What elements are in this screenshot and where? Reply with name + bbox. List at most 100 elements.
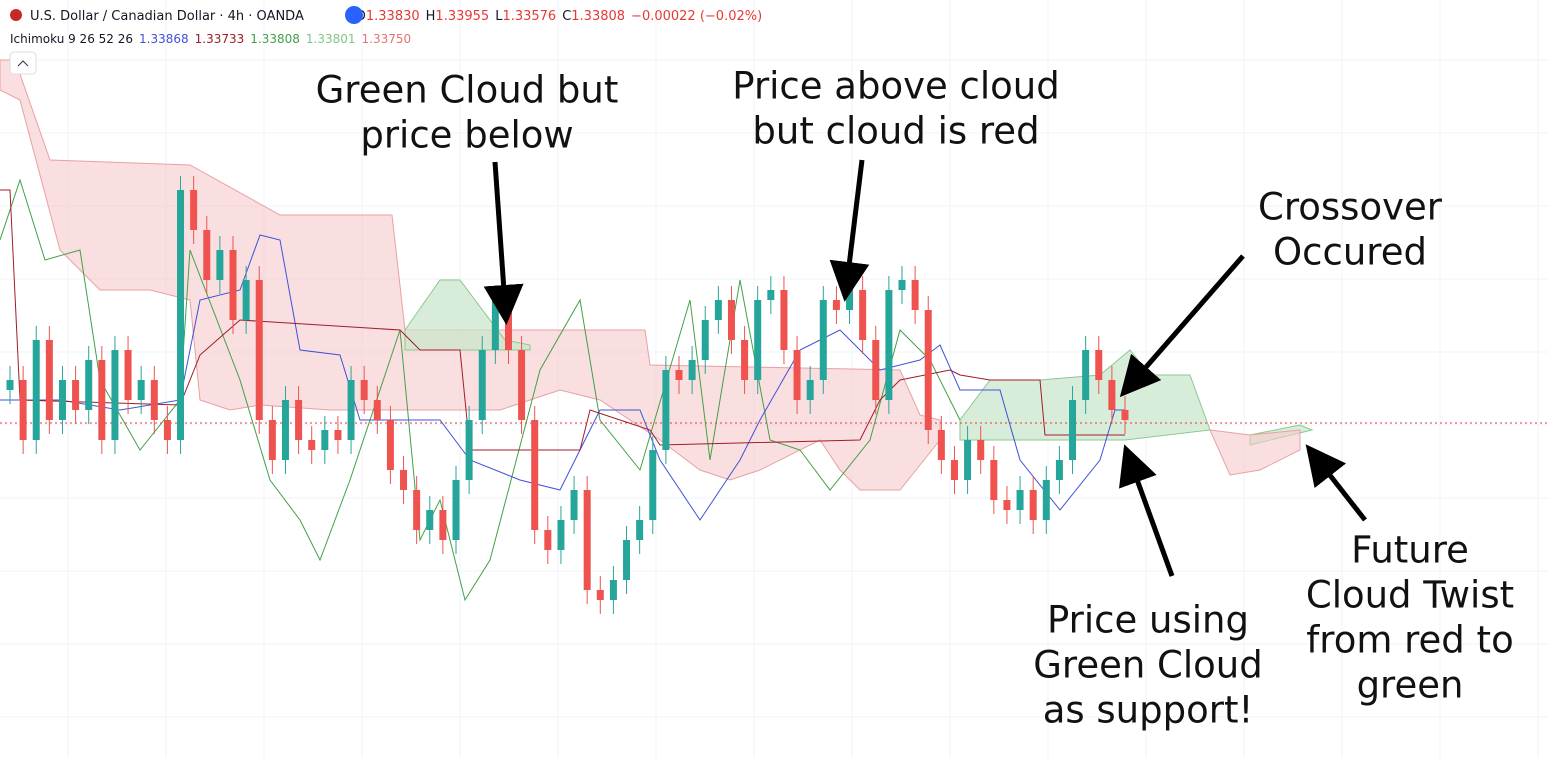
candle-body xyxy=(544,530,552,550)
annotation-line: but cloud is red xyxy=(752,110,1039,153)
candle-body xyxy=(19,380,27,440)
ohlc-value: 1.33955 xyxy=(435,9,489,24)
indicator-legend: Ichimoku 9 26 52 26 1.33868 1.33733 1.33808… xyxy=(10,32,411,46)
candle-body xyxy=(531,420,539,530)
candle-body xyxy=(714,300,722,320)
candle-body xyxy=(701,320,709,360)
candle-body xyxy=(347,380,355,440)
candle-body xyxy=(504,300,512,350)
candle-body xyxy=(596,590,604,600)
candle-body xyxy=(478,350,486,420)
candle-body xyxy=(911,280,919,310)
annotation-line: Future xyxy=(1351,529,1469,572)
replay-icon[interactable] xyxy=(345,6,363,24)
base-line xyxy=(0,189,1125,451)
candle-body xyxy=(150,380,158,420)
ohlc-value: 1.33808 xyxy=(571,9,625,24)
candle-body xyxy=(6,380,14,390)
candle-body xyxy=(806,380,814,400)
candle-body xyxy=(832,300,840,310)
candle-body xyxy=(990,460,998,500)
ohlc-label: H xyxy=(426,9,436,24)
candle-body xyxy=(32,340,40,440)
indicator-value: 1.33868 xyxy=(139,32,189,46)
candle-body xyxy=(216,250,224,280)
candle-body xyxy=(741,340,749,380)
annotation-line: as support! xyxy=(1043,689,1254,732)
arrow xyxy=(1305,444,1367,522)
arrow xyxy=(1119,444,1175,577)
candle-body xyxy=(924,310,932,430)
candles xyxy=(6,176,1129,614)
collapse-button[interactable] xyxy=(9,51,37,75)
candle-body xyxy=(937,430,945,460)
symbol: U.S. Dollar / Canadian Dollar · 4h · OAN… xyxy=(30,9,304,24)
candle-body xyxy=(45,340,53,420)
candle-body xyxy=(439,510,447,540)
candle-body xyxy=(360,380,368,400)
indicator-value: 1.33750 xyxy=(362,32,412,46)
candle-body xyxy=(163,420,171,440)
candle-body xyxy=(386,420,394,470)
candle-body xyxy=(859,290,867,340)
candle-body xyxy=(793,350,801,400)
lagging-span xyxy=(0,178,961,602)
candle-body xyxy=(98,360,106,440)
candle-body xyxy=(977,440,985,460)
candle-body xyxy=(373,400,381,420)
candle-body xyxy=(229,250,237,320)
candle-body xyxy=(308,440,316,450)
candle-body xyxy=(649,450,657,520)
candle-body xyxy=(964,440,972,480)
candle-body xyxy=(426,510,434,530)
candle-body xyxy=(321,430,329,450)
candle-body xyxy=(1121,410,1129,420)
candle-body xyxy=(636,520,644,540)
annotation-line: Crossover xyxy=(1258,186,1443,229)
candle-body xyxy=(754,300,762,380)
candle-body xyxy=(846,290,854,310)
candle-body xyxy=(1055,460,1063,480)
candle-body xyxy=(400,470,408,490)
collapse-icon xyxy=(17,60,29,67)
candle-body xyxy=(570,490,578,520)
arrow xyxy=(1119,254,1245,398)
candle-body xyxy=(58,380,66,420)
candle-body xyxy=(242,280,250,320)
candle-body xyxy=(203,230,211,280)
candle-body xyxy=(1082,350,1090,400)
candle-body xyxy=(281,400,289,460)
candle-body xyxy=(137,380,145,400)
candle-body xyxy=(727,300,735,340)
arrow xyxy=(829,159,870,302)
ohlc-label: L xyxy=(495,9,503,24)
candle-body xyxy=(1042,480,1050,520)
indicator-value: 1.33808 xyxy=(250,32,300,46)
candle-body xyxy=(518,350,526,420)
candle-body xyxy=(177,190,185,440)
conversion-line xyxy=(0,234,1125,521)
change: −0.00022 (−0.02%) xyxy=(631,9,762,24)
candle-body xyxy=(452,480,460,540)
ohlc-label: C xyxy=(562,9,571,24)
indicator-value: 1.33733 xyxy=(195,32,245,46)
annotation-line: Green Cloud xyxy=(1033,644,1263,687)
candle-body xyxy=(85,360,93,410)
annotation-line: Green Cloud but xyxy=(316,69,619,112)
candle-body xyxy=(465,420,473,480)
candle-body xyxy=(334,430,342,440)
annotation-line: green xyxy=(1357,664,1464,707)
annotation-line: price below xyxy=(360,114,573,157)
ohlc-value: 1.33830 xyxy=(366,9,420,24)
arrow xyxy=(483,161,524,325)
candle-body xyxy=(1095,350,1103,380)
candle-body xyxy=(111,350,119,440)
candle-body xyxy=(1069,400,1077,460)
candle-body xyxy=(124,350,132,400)
candle-body xyxy=(623,540,631,580)
ohlc-value: 1.33576 xyxy=(502,9,556,24)
candle-body xyxy=(583,490,591,590)
